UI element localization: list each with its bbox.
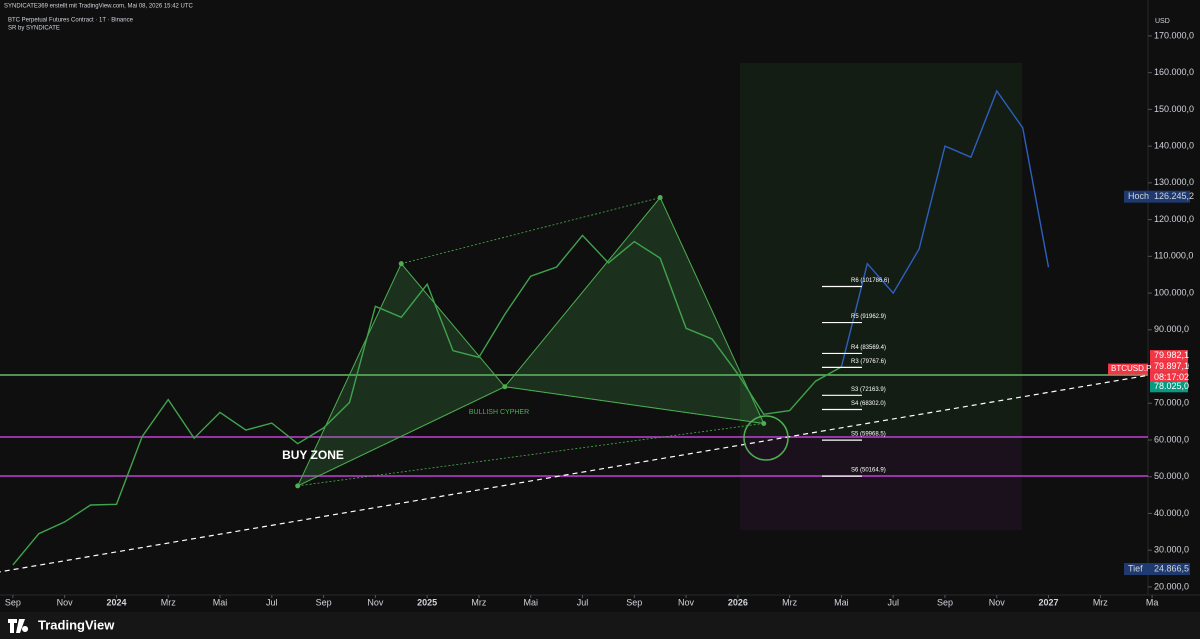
pattern-triangle xyxy=(296,262,506,487)
pivot-label: S5 (59968.5) xyxy=(851,432,886,438)
x-tick-label: Nov xyxy=(57,597,74,607)
x-tick-label: Mrz xyxy=(782,597,797,607)
x-tick-label: Nov xyxy=(367,597,384,607)
pattern-leg xyxy=(401,197,661,265)
price-tag xyxy=(1150,361,1188,373)
x-tick-label: 2026 xyxy=(728,597,748,607)
footer-bar xyxy=(0,612,1200,639)
projection-zone xyxy=(740,63,1022,438)
y-tick-label: 70.000,0 xyxy=(1154,398,1189,408)
x-tick-label: Jul xyxy=(887,597,899,607)
y-tick-label: 30.000,0 xyxy=(1154,545,1189,555)
pivot-label: R4 (83569.4) xyxy=(851,345,886,351)
x-tick-label: Jul xyxy=(266,597,278,607)
projection-zone-lower xyxy=(740,438,1022,530)
symbol-label: BTCUSD.P xyxy=(1111,364,1151,373)
x-tick-label: 2025 xyxy=(417,597,437,607)
currency: USD xyxy=(1155,18,1170,25)
buy-zone: BUY ZONE xyxy=(282,448,344,462)
x-tick-label: Jul xyxy=(577,597,589,607)
credit: SYNDICATE369 erstellt mit TradingView.co… xyxy=(4,4,194,10)
y-tick-label: 20.000,0 xyxy=(1154,581,1189,591)
pattern-point xyxy=(502,384,508,390)
y-tick-label: 100.000,0 xyxy=(1154,287,1194,297)
countdown-bg xyxy=(1150,372,1188,384)
pivot-label: S4 (68302.0) xyxy=(851,401,886,407)
x-tick-label: Mai xyxy=(523,597,538,607)
x-tick-label: Mrz xyxy=(1093,597,1108,607)
pattern-point xyxy=(657,195,663,201)
y-tick-label: 160.000,0 xyxy=(1154,67,1194,77)
x-tick-label: Mai xyxy=(834,597,849,607)
pattern-leg xyxy=(504,386,764,424)
symbol-tag xyxy=(1108,363,1148,375)
plot xyxy=(0,89,1148,573)
x-tick-label: Mrz xyxy=(471,597,486,607)
price-tag xyxy=(1150,350,1188,362)
high-name: Hoch xyxy=(1128,191,1149,201)
low-name: Tief xyxy=(1128,563,1143,573)
pattern-point xyxy=(295,483,301,489)
y-tick-label: 140.000,0 xyxy=(1154,141,1194,151)
y-tick-label: 90.000,0 xyxy=(1154,324,1189,334)
price-tag-label: 78.025,0 xyxy=(1154,381,1189,391)
symbol-line: BTC Perpetual Futures Contract · 1T · Bi… xyxy=(8,18,134,24)
pivot-label: S3 (72163.9) xyxy=(851,387,886,393)
price-tag-label: 79.982,1 xyxy=(1154,350,1189,360)
pivot-label: R6 (101786.6) xyxy=(851,278,889,284)
pivot-label: R5 (91962.9) xyxy=(851,314,886,320)
y-tick-label: 130.000,0 xyxy=(1154,177,1194,187)
y-tick-label: 120.000,0 xyxy=(1154,214,1194,224)
x-tick-label: Mai xyxy=(213,597,228,607)
pivot-label: R3 (79767.6) xyxy=(851,359,886,365)
y-tick-label: 150.000,0 xyxy=(1154,104,1194,114)
pattern-point xyxy=(398,261,404,267)
high-tag xyxy=(1124,190,1190,203)
price-line xyxy=(840,89,1050,368)
pattern-point xyxy=(761,420,767,426)
x-tick-label: Sep xyxy=(937,597,953,607)
x-tick-label: Sep xyxy=(626,597,642,607)
x-tick-label: Sep xyxy=(316,597,332,607)
y-tick-label: 170.000,0 xyxy=(1154,30,1194,40)
logo xyxy=(8,619,29,633)
y-tick-label: 40.000,0 xyxy=(1154,508,1189,518)
price-tag xyxy=(1150,381,1188,393)
pattern-triangle xyxy=(503,196,765,425)
low-tag xyxy=(1124,563,1190,576)
low-label: 24.866,5 xyxy=(1154,563,1189,573)
brand: TradingView xyxy=(38,617,115,632)
countdown: 08:17:02 xyxy=(1154,372,1189,382)
high-label: 126.245,2 xyxy=(1154,191,1194,201)
pivot-label: S6 (50164.9) xyxy=(851,468,886,474)
x-tick-label: Ma xyxy=(1146,597,1159,607)
x-tick-label: Nov xyxy=(678,597,695,607)
indicator-name: SR by SYNDICATE xyxy=(8,26,60,32)
y-tick-label: 50.000,0 xyxy=(1154,471,1189,481)
x-tick-label: Mrz xyxy=(161,597,176,607)
x-tick-label: Sep xyxy=(5,597,21,607)
y-tick-label: 60.000,0 xyxy=(1154,434,1189,444)
focus-circle xyxy=(743,415,789,461)
price-line xyxy=(12,234,842,566)
trendline xyxy=(0,374,1148,573)
pattern-name: BULLISH CYPHER xyxy=(469,409,529,416)
y-tick-label: 110.000,0 xyxy=(1154,251,1193,261)
price-tag-label: 79.897,1 xyxy=(1154,361,1189,371)
x-tick-label: Nov xyxy=(989,597,1006,607)
x-tick-label: 2027 xyxy=(1039,597,1059,607)
x-tick-label: 2024 xyxy=(106,597,126,607)
